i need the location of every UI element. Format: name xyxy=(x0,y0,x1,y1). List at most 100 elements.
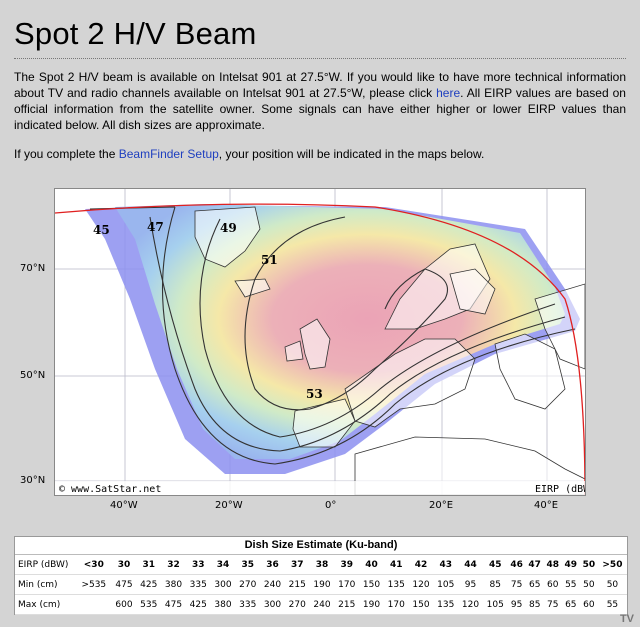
dish-cell: 48 xyxy=(543,555,562,575)
dish-cell: 60 xyxy=(543,574,562,595)
dish-cell: 46 xyxy=(507,555,526,575)
contour-label-51: 51 xyxy=(261,253,278,267)
dish-cell: 41 xyxy=(383,555,409,575)
dish-cell: 105 xyxy=(433,574,459,595)
dish-cell: 170 xyxy=(334,574,360,595)
dish-eirp-row: EIRP (dBW) <30 30 31 32 33 34 35 36 37 38 39 40 41 42 4… xyxy=(15,555,627,575)
dish-cell: 30 xyxy=(111,555,137,575)
dish-cell: 45 xyxy=(482,555,508,575)
dish-cell: 120 xyxy=(458,594,483,615)
dish-cell: 215 xyxy=(284,574,310,595)
intro-text-1: The Spot 2 H/V beam is available on Inte… xyxy=(14,70,626,100)
dish-cell: 44 xyxy=(458,555,483,575)
dish-cell: 95 xyxy=(458,574,483,595)
dish-cell: 85 xyxy=(482,574,508,595)
dish-cell: 39 xyxy=(334,555,360,575)
contour-49 xyxy=(199,218,556,438)
dish-cell: 75 xyxy=(507,574,526,595)
dish-cell: 60 xyxy=(579,594,598,615)
dish-cell: 55 xyxy=(597,594,627,615)
dish-cell: 55 xyxy=(561,574,580,595)
lon-label-20e: 20°E xyxy=(429,500,454,511)
dish-cell: 300 xyxy=(260,594,285,615)
dish-cell: 35 xyxy=(235,555,261,575)
dish-row-label: EIRP (dBW) xyxy=(15,555,76,575)
dish-cell: 240 xyxy=(309,594,335,615)
dish-min-row: Min (cm) >535 475 425 380 335 300 270 240 215 190 1… xyxy=(15,574,627,595)
dish-cell xyxy=(76,594,112,615)
dish-cell: 475 xyxy=(161,594,186,615)
dish-cell: 475 xyxy=(111,574,137,595)
dish-cell: 600 xyxy=(111,594,137,615)
dish-cell: 33 xyxy=(185,555,211,575)
dish-cell: 31 xyxy=(136,555,162,575)
contour-47 xyxy=(149,216,566,452)
dish-cell: 135 xyxy=(383,574,409,595)
contour-label-47: 47 xyxy=(147,220,164,234)
setup-text-2: , your position will be indicated in the… xyxy=(218,147,485,161)
dish-cell: 270 xyxy=(284,594,310,615)
dish-cell: 85 xyxy=(525,594,544,615)
tv-watermark: TV xyxy=(619,613,634,625)
lon-label-40e: 40°E xyxy=(534,500,559,511)
beamfinder-setup-link[interactable]: BeamFinder Setup xyxy=(118,147,219,161)
lat-label-50n: 50°N xyxy=(20,370,46,381)
dish-cell: 190 xyxy=(359,594,384,615)
dish-cell: 425 xyxy=(185,594,211,615)
beam-coverage-map: 45 47 49 51 53 © www.SatStar.net EIRP (d… xyxy=(54,188,586,496)
dish-cell: 380 xyxy=(210,594,236,615)
lat-label-30n: 30°N xyxy=(20,475,46,486)
dish-cell: 36 xyxy=(260,555,285,575)
dish-table-grid: EIRP (dBW) <30 30 31 32 33 34 35 36 37 38 39 40 41 42 4… xyxy=(15,555,627,615)
dish-cell: 32 xyxy=(161,555,186,575)
dish-cell: 75 xyxy=(543,594,562,615)
dish-cell: 135 xyxy=(433,594,459,615)
dish-cell: 335 xyxy=(185,574,211,595)
dish-cell: 300 xyxy=(210,574,236,595)
dish-cell: <30 xyxy=(76,555,112,575)
technical-info-link[interactable]: here xyxy=(436,86,461,100)
dish-cell: 150 xyxy=(408,594,434,615)
beam-map-svg: 45 47 49 51 53 © www.SatStar.net EIRP (d… xyxy=(55,189,585,495)
dish-cell: 380 xyxy=(161,574,186,595)
page-title: Spot 2 H/V Beam xyxy=(14,16,257,51)
intro-text-2: . All EIRP values are based on official … xyxy=(14,86,626,132)
dish-cell: 42 xyxy=(408,555,434,575)
dish-cell: 49 xyxy=(561,555,580,575)
dish-cell: >50 xyxy=(597,555,627,575)
dish-cell: 120 xyxy=(408,574,434,595)
setup-text-1: If you complete the xyxy=(14,147,119,161)
map-legend-unit: EIRP (dBW) xyxy=(535,484,585,495)
lat-label-70n: 70°N xyxy=(20,263,46,274)
dish-cell: 40 xyxy=(359,555,384,575)
dish-cell: 215 xyxy=(334,594,360,615)
dish-cell: 47 xyxy=(525,555,544,575)
dish-cell: 170 xyxy=(383,594,409,615)
dish-cell: 270 xyxy=(235,574,261,595)
dish-row-label: Max (cm) xyxy=(15,594,76,615)
dish-cell: >535 xyxy=(76,574,112,595)
title-divider xyxy=(14,58,626,59)
dish-cell: 65 xyxy=(561,594,580,615)
contour-label-45: 45 xyxy=(93,223,110,237)
setup-paragraph: If you complete the BeamFinder Setup, yo… xyxy=(14,146,626,162)
contour-51 xyxy=(244,216,449,411)
dish-cell: 335 xyxy=(235,594,261,615)
dish-cell: 425 xyxy=(136,574,162,595)
dish-cell: 535 xyxy=(136,594,162,615)
lon-label-40w: 40°W xyxy=(110,500,138,511)
lon-label-0: 0° xyxy=(325,500,337,511)
lon-label-20w: 20°W xyxy=(215,500,243,511)
dish-row-label: Min (cm) xyxy=(15,574,76,595)
dish-cell: 65 xyxy=(525,574,544,595)
dish-cell: 37 xyxy=(284,555,310,575)
dish-size-table: Dish Size Estimate (Ku-band) EIRP (dBW) <… xyxy=(14,536,628,615)
contour-label-53: 53 xyxy=(306,387,323,401)
intro-paragraph: The Spot 2 H/V beam is available on Inte… xyxy=(14,69,626,133)
dish-max-row: Max (cm) 600 535 475 425 380 335 300 270 240 215 19… xyxy=(15,594,627,615)
dish-cell: 38 xyxy=(309,555,335,575)
dish-cell: 50 xyxy=(579,574,598,595)
dish-cell: 240 xyxy=(260,574,285,595)
contour-label-49: 49 xyxy=(220,221,237,235)
dish-cell: 43 xyxy=(433,555,459,575)
